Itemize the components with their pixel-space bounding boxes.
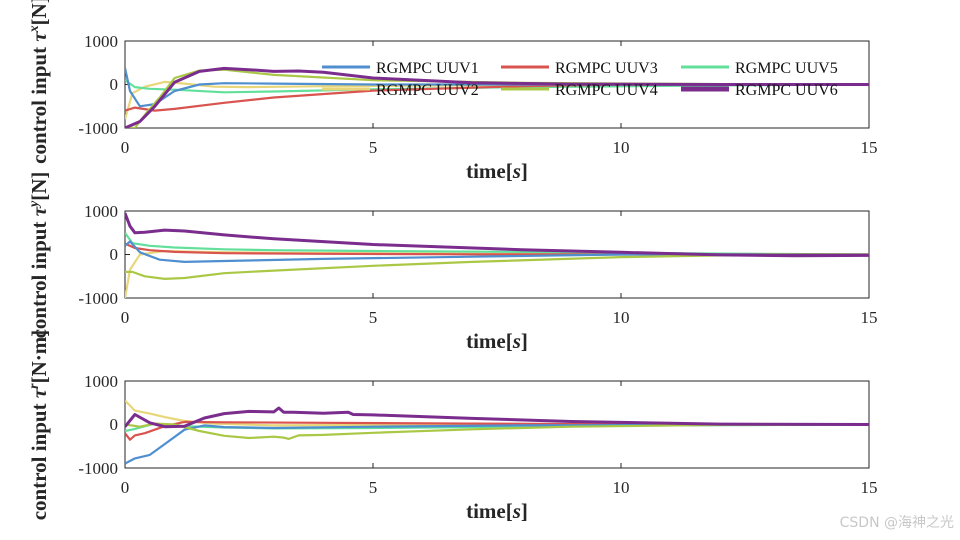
xlabel-1-unit: s <box>512 159 521 183</box>
ytick-top-1: 1000 <box>84 32 118 51</box>
ylabel-1: control input τx[N] <box>27 0 51 164</box>
xlabel-3-unit: s <box>512 499 521 523</box>
ylabel-2-prefix: control input <box>27 216 51 338</box>
ylabel-2-unit: [N] <box>27 172 51 201</box>
xtick-2-5: 5 <box>369 308 378 327</box>
xtick-3-0: 0 <box>121 478 130 497</box>
legend: RGMPC UUV1 RGMPC UUV3 RGMPC UUV5 RGMPC U… <box>322 60 838 99</box>
legend-label-uuv6: RGMPC UUV6 <box>735 82 838 99</box>
xtick-1-15: 15 <box>861 138 878 157</box>
series-line-2-rgmpc-uuv6 <box>125 212 869 258</box>
legend-label-uuv2: RGMPC UUV2 <box>376 82 479 99</box>
ytick-top-2: 1000 <box>84 202 118 221</box>
series-line-1-rgmpc-uuv5 <box>125 79 869 94</box>
xtick-1-0: 0 <box>121 138 130 157</box>
ylabel-1-sub: x <box>27 25 42 33</box>
xtick-1-10: 10 <box>613 138 630 157</box>
ylabel-3-sub: r <box>27 383 42 389</box>
xtick-1-5: 5 <box>369 138 378 157</box>
xlabel-3-open: [ <box>506 499 513 523</box>
series-line-1-rgmpc-uuv6 <box>125 66 869 128</box>
series-line-3-rgmpc-uuv4 <box>125 422 869 440</box>
xlabel-1: time[s] <box>466 159 528 183</box>
legend-label-uuv4: RGMPC UUV4 <box>555 82 658 99</box>
ylabel-2: control input τy[N] <box>27 172 51 339</box>
subplot-3: control input τr[N·m] 1000 0 -1000 0 5 1… <box>27 330 878 523</box>
ylabel-3-prefix: control input <box>27 398 51 520</box>
series-line-3-rgmpc-uuv3 <box>125 420 869 441</box>
ytick-mid-3: 0 <box>110 415 119 434</box>
xlabel-2-close: ] <box>521 329 528 353</box>
ylabel-3-unit: [N·m] <box>27 330 51 384</box>
xtick-2-0: 0 <box>121 308 130 327</box>
legend-label-uuv1: RGMPC UUV1 <box>376 60 479 77</box>
xtick-2-10: 10 <box>613 308 630 327</box>
ytick-mid-2: 0 <box>110 245 119 264</box>
ylabel-1-prefix: control input <box>27 42 51 164</box>
xlabel-2-word: time <box>466 329 506 353</box>
svg-text:control input τr[N·m]: control input τr[N·m] <box>27 330 51 521</box>
series-line-2-rgmpc-uuv1 <box>125 240 869 263</box>
subplot-2: control input τy[N] 1000 0 -1000 0 5 10 … <box>27 172 878 353</box>
ytick-bot-1: -1000 <box>78 119 118 138</box>
ytick-mid-1: 0 <box>110 75 119 94</box>
series-line-3-rgmpc-uuv1 <box>125 423 869 465</box>
xlabel-1-word: time <box>466 159 506 183</box>
ylabel-3: control input τr[N·m] <box>27 330 51 521</box>
legend-label-uuv3: RGMPC UUV3 <box>555 60 658 77</box>
xlabel-3-word: time <box>466 499 506 523</box>
ylabel-1-unit: [N] <box>27 0 51 25</box>
ylabel-1-symbol: τ <box>27 32 51 42</box>
legend-label-uuv5: RGMPC UUV5 <box>735 60 838 77</box>
xlabel-2-open: [ <box>506 329 513 353</box>
watermark: CSDN @海神之光 <box>839 515 954 531</box>
svg-text:control input τx[N]: control input τx[N] <box>27 0 51 164</box>
subplot-1: control input τx[N] 1000 0 -1000 0 5 10 … <box>27 0 878 183</box>
ytick-top-3: 1000 <box>84 372 118 391</box>
xtick-3-10: 10 <box>613 478 630 497</box>
ylabel-3-symbol: τ <box>27 388 51 398</box>
xlabel-1-close: ] <box>521 159 528 183</box>
xlabel-2-unit: s <box>512 329 521 353</box>
xlabel-3: time[s] <box>466 499 528 523</box>
xlabel-1-open: [ <box>506 159 513 183</box>
ylabel-2-symbol: τ <box>27 206 51 216</box>
ylabel-2-sub: y <box>27 200 42 209</box>
xlabel-2: time[s] <box>466 329 528 353</box>
xtick-2-15: 15 <box>861 308 878 327</box>
xlabel-3-close: ] <box>521 499 528 523</box>
ytick-bot-3: -1000 <box>78 459 118 478</box>
series-line-3-rgmpc-uuv6 <box>125 406 869 429</box>
series-line-2-rgmpc-uuv4 <box>125 253 869 280</box>
svg-text:control input τy[N]: control input τy[N] <box>27 172 51 339</box>
ytick-bot-2: -1000 <box>78 289 118 308</box>
xtick-3-15: 15 <box>861 478 878 497</box>
xtick-3-5: 5 <box>369 478 378 497</box>
